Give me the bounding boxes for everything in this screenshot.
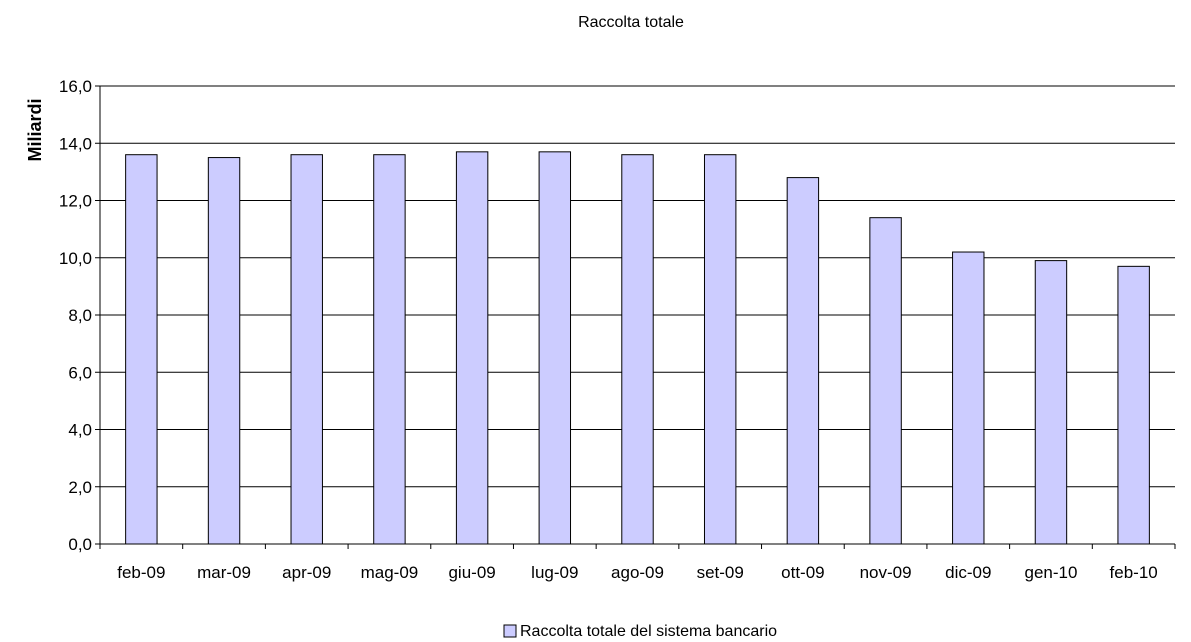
bar bbox=[869, 217, 902, 545]
bar bbox=[1117, 265, 1150, 545]
x-tick-label: ott-09 bbox=[781, 563, 824, 582]
bar bbox=[1034, 260, 1068, 545]
bar bbox=[703, 154, 737, 545]
x-tick-label: feb-09 bbox=[117, 563, 165, 582]
y-tick-label: 12,0 bbox=[59, 192, 92, 211]
chart-title: Raccolta totale bbox=[578, 14, 684, 31]
y-tick-label: 4,0 bbox=[68, 421, 92, 440]
x-tick-label: set-09 bbox=[697, 563, 744, 582]
y-tick-label: 8,0 bbox=[68, 306, 92, 325]
x-tick-label: mag-09 bbox=[361, 563, 419, 582]
bar bbox=[207, 157, 241, 545]
x-tick-label: mar-09 bbox=[197, 563, 251, 582]
bar bbox=[786, 177, 820, 545]
x-tick-label: apr-09 bbox=[282, 563, 331, 582]
legend-swatch bbox=[503, 624, 517, 638]
y-tick-label: 16,0 bbox=[59, 77, 92, 96]
bar bbox=[290, 154, 323, 545]
legend: Raccolta totale del sistema bancario bbox=[503, 623, 777, 640]
bar bbox=[373, 154, 406, 545]
axes bbox=[95, 85, 1176, 549]
x-tick-label: nov-09 bbox=[860, 563, 912, 582]
bar bbox=[538, 151, 572, 545]
x-tick-label: gen-10 bbox=[1024, 563, 1077, 582]
bar bbox=[455, 151, 489, 545]
bar bbox=[621, 154, 654, 545]
x-tick-label: feb-10 bbox=[1110, 563, 1158, 582]
bar bbox=[952, 251, 985, 545]
y-tick-label: 14,0 bbox=[59, 134, 92, 153]
y-tick-label: 6,0 bbox=[68, 363, 92, 382]
y-tick-label: 0,0 bbox=[68, 535, 92, 554]
x-tick-label: ago-09 bbox=[611, 563, 664, 582]
x-tick-label: dic-09 bbox=[945, 563, 991, 582]
y-axis-label: Miliardi bbox=[25, 98, 45, 161]
y-tick-label: 10,0 bbox=[59, 249, 92, 268]
legend-label: Raccolta totale del sistema bancario bbox=[520, 623, 777, 640]
tick-labels: 0,0 2,0 4,0 6,0 8,0 10,0 12,0 14,0 16,0 feb-09 mar… bbox=[59, 77, 1158, 582]
bar bbox=[125, 154, 158, 545]
bars bbox=[125, 151, 1150, 545]
y-tick-label: 2,0 bbox=[68, 478, 92, 497]
x-tick-label: lug-09 bbox=[531, 563, 578, 582]
x-tick-label: giu-09 bbox=[448, 563, 495, 582]
